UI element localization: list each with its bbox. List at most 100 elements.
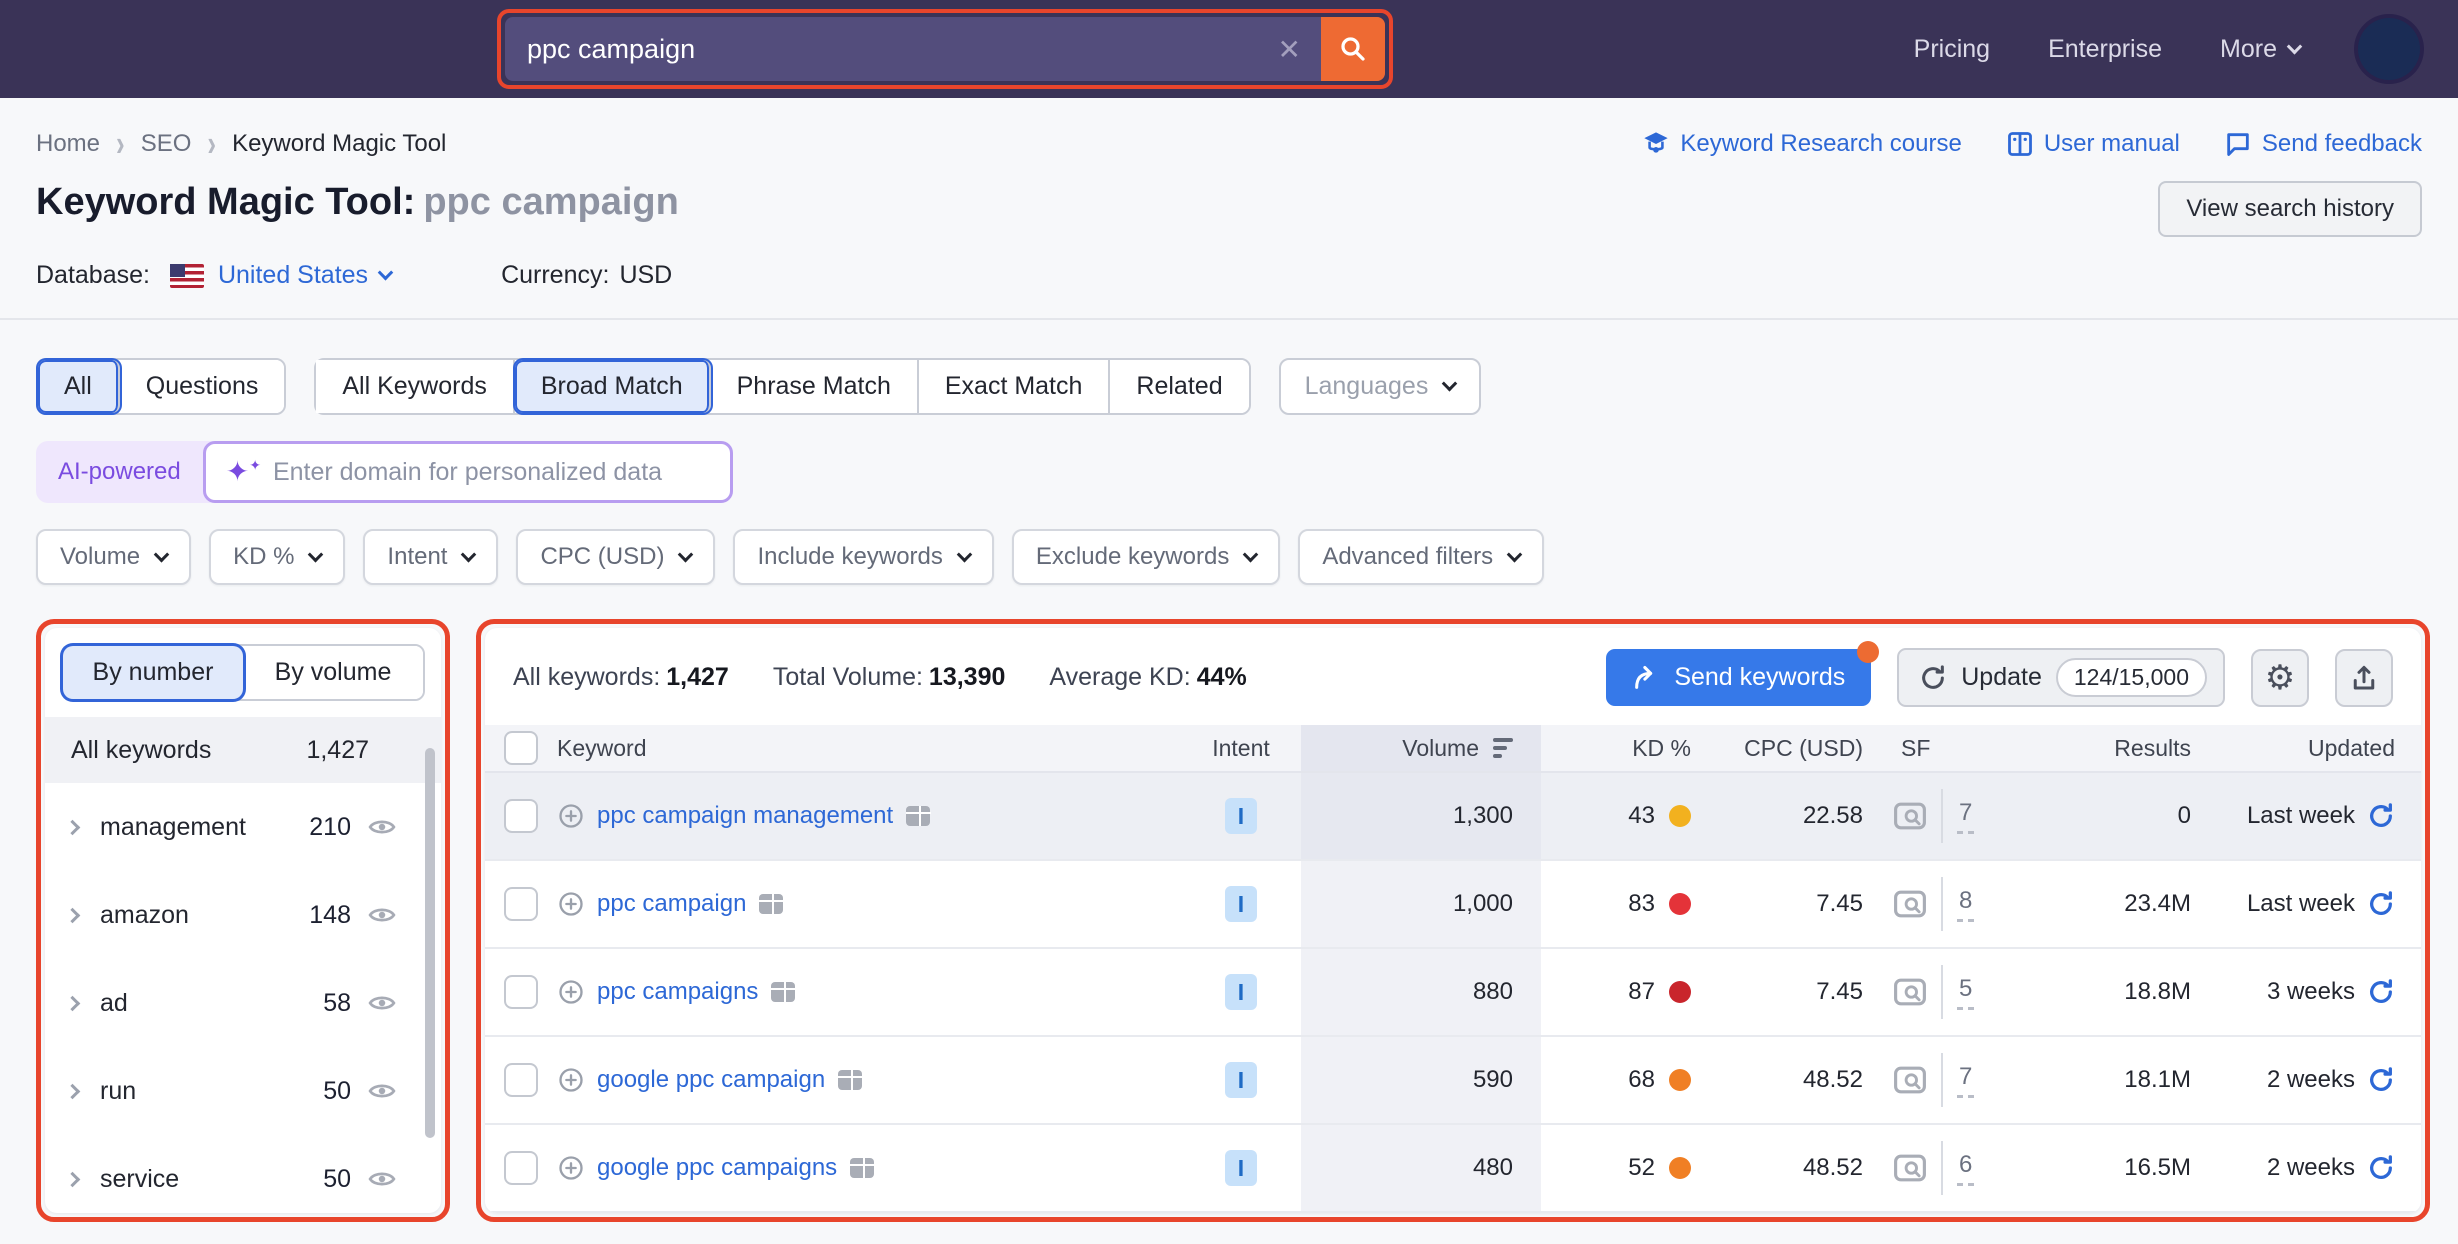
serp-snapshot-icon[interactable] — [770, 981, 796, 1003]
settings-button[interactable]: ⚙ — [2251, 649, 2309, 707]
intent-badge[interactable]: I — [1225, 1150, 1257, 1186]
user-manual-link[interactable]: User manual — [2006, 130, 2180, 158]
view-search-history-button[interactable]: View search history — [2158, 181, 2422, 237]
row-checkbox[interactable] — [504, 975, 538, 1009]
filter-dropdown[interactable]: Exclude keywords — [1012, 529, 1280, 585]
intent-badge[interactable]: I — [1225, 974, 1257, 1010]
refresh-metrics-icon[interactable] — [2367, 802, 2395, 830]
search-button[interactable] — [1321, 17, 1385, 81]
sf-count[interactable]: 7 — [1957, 799, 1974, 834]
filter-dropdown[interactable]: KD % — [209, 529, 345, 585]
table-stats-bar: All keywords:1,427 Total Volume:13,390 A… — [485, 628, 2421, 725]
nav-link-pricing[interactable]: Pricing — [1914, 35, 1990, 64]
serp-preview-icon[interactable] — [1893, 1065, 1927, 1095]
column-header-sf[interactable]: SF — [1871, 735, 2021, 762]
toggle-by-number[interactable]: By number — [63, 646, 243, 699]
column-header-kd[interactable]: KD % — [1541, 735, 1701, 762]
keyword-link[interactable]: ppc campaign management — [597, 802, 893, 830]
row-checkbox[interactable] — [504, 1151, 538, 1185]
database-select[interactable]: United States — [218, 261, 391, 290]
tab[interactable]: All Keywords — [316, 360, 515, 413]
send-feedback-link[interactable]: Send feedback — [2224, 130, 2422, 158]
sidebar-scrollbar[interactable] — [425, 748, 435, 1138]
sf-count[interactable]: 6 — [1957, 1151, 1974, 1186]
toggle-by-volume[interactable]: By volume — [243, 646, 423, 699]
keyword-link[interactable]: google ppc campaigns — [597, 1154, 837, 1182]
filter-dropdown[interactable]: Include keywords — [733, 529, 993, 585]
refresh-icon — [1919, 664, 1947, 692]
filter-dropdown[interactable]: Advanced filters — [1298, 529, 1544, 585]
export-button[interactable] — [2335, 649, 2393, 707]
serp-preview-icon[interactable] — [1893, 889, 1927, 919]
breadcrumb-seo[interactable]: SEO — [141, 130, 192, 158]
keyword-link[interactable]: ppc campaigns — [597, 978, 758, 1006]
tab[interactable]: Phrase Match — [711, 360, 919, 413]
keyword-group-item[interactable]: run 50 — [45, 1047, 441, 1135]
serp-snapshot-icon[interactable] — [837, 1069, 863, 1091]
keyword-group-item[interactable]: service 50 — [45, 1135, 441, 1213]
sf-count[interactable]: 5 — [1957, 975, 1974, 1010]
keyword-research-course-link[interactable]: Keyword Research course — [1642, 130, 1961, 158]
tab[interactable]: Exact Match — [919, 360, 1111, 413]
serp-snapshot-icon[interactable] — [905, 805, 931, 827]
refresh-metrics-icon[interactable] — [2367, 978, 2395, 1006]
column-header-volume[interactable]: Volume — [1301, 725, 1541, 771]
sf-count[interactable]: 8 — [1957, 887, 1974, 922]
tab[interactable]: Broad Match — [515, 360, 711, 413]
serp-preview-icon[interactable] — [1893, 801, 1927, 831]
row-checkbox[interactable] — [504, 1063, 538, 1097]
serp-preview-icon[interactable] — [1893, 977, 1927, 1007]
eye-icon[interactable] — [367, 1076, 397, 1106]
keyword-link[interactable]: google ppc campaign — [597, 1066, 825, 1094]
select-all-checkbox[interactable] — [504, 731, 538, 765]
tab[interactable]: All — [38, 360, 120, 413]
row-checkbox[interactable] — [504, 799, 538, 833]
nav-link-more[interactable]: More — [2220, 35, 2300, 64]
clear-search-icon[interactable]: ✕ — [1258, 17, 1321, 81]
keyword-group-item[interactable]: amazon 148 — [45, 871, 441, 959]
eye-icon[interactable] — [367, 988, 397, 1018]
sf-count[interactable]: 7 — [1957, 1063, 1974, 1098]
intent-badge[interactable]: I — [1225, 1062, 1257, 1098]
filter-dropdown[interactable]: CPC (USD) — [516, 529, 715, 585]
breadcrumb-home[interactable]: Home — [36, 130, 100, 158]
keyword-group-item[interactable]: ad 58 — [45, 959, 441, 1047]
serp-snapshot-icon[interactable] — [758, 893, 784, 915]
update-button[interactable]: Update 124/15,000 — [1897, 648, 2225, 707]
eye-icon[interactable] — [367, 900, 397, 930]
filter-dropdown[interactable]: Volume — [36, 529, 191, 585]
filter-dropdown[interactable]: Intent — [363, 529, 498, 585]
column-header-cpc[interactable]: CPC (USD) — [1701, 735, 1871, 762]
add-to-list-icon[interactable] — [557, 802, 585, 830]
send-keywords-button[interactable]: Send keywords — [1606, 649, 1871, 706]
keyword-link[interactable]: ppc campaign — [597, 890, 746, 918]
all-keywords-row[interactable]: All keywords 1,427 — [45, 717, 441, 783]
refresh-metrics-icon[interactable] — [2367, 890, 2395, 918]
search-input[interactable] — [505, 17, 1258, 81]
serp-preview-icon[interactable] — [1893, 1153, 1927, 1183]
add-to-list-icon[interactable] — [557, 978, 585, 1006]
avatar[interactable] — [2358, 18, 2420, 80]
intent-badge[interactable]: I — [1225, 798, 1257, 834]
nav-link-enterprise[interactable]: Enterprise — [2048, 35, 2162, 64]
refresh-metrics-icon[interactable] — [2367, 1066, 2395, 1094]
column-header-keyword[interactable]: Keyword — [557, 735, 1181, 762]
refresh-metrics-icon[interactable] — [2367, 1154, 2395, 1182]
serp-snapshot-icon[interactable] — [849, 1157, 875, 1179]
column-header-intent[interactable]: Intent — [1181, 735, 1301, 762]
keyword-group-item[interactable]: management 210 — [45, 783, 441, 871]
domain-input[interactable] — [273, 458, 710, 487]
chevron-down-icon — [1243, 546, 1259, 562]
column-header-updated[interactable]: Updated — [2191, 735, 2421, 762]
eye-icon[interactable] — [367, 1164, 397, 1194]
add-to-list-icon[interactable] — [557, 890, 585, 918]
add-to-list-icon[interactable] — [557, 1066, 585, 1094]
intent-badge[interactable]: I — [1225, 886, 1257, 922]
column-header-results[interactable]: Results — [2021, 735, 2191, 762]
row-checkbox[interactable] — [504, 887, 538, 921]
add-to-list-icon[interactable] — [557, 1154, 585, 1182]
eye-icon[interactable] — [367, 812, 397, 842]
tab[interactable]: Questions — [120, 360, 285, 413]
languages-dropdown[interactable]: Languages — [1279, 358, 1482, 415]
tab[interactable]: Related — [1110, 360, 1248, 413]
